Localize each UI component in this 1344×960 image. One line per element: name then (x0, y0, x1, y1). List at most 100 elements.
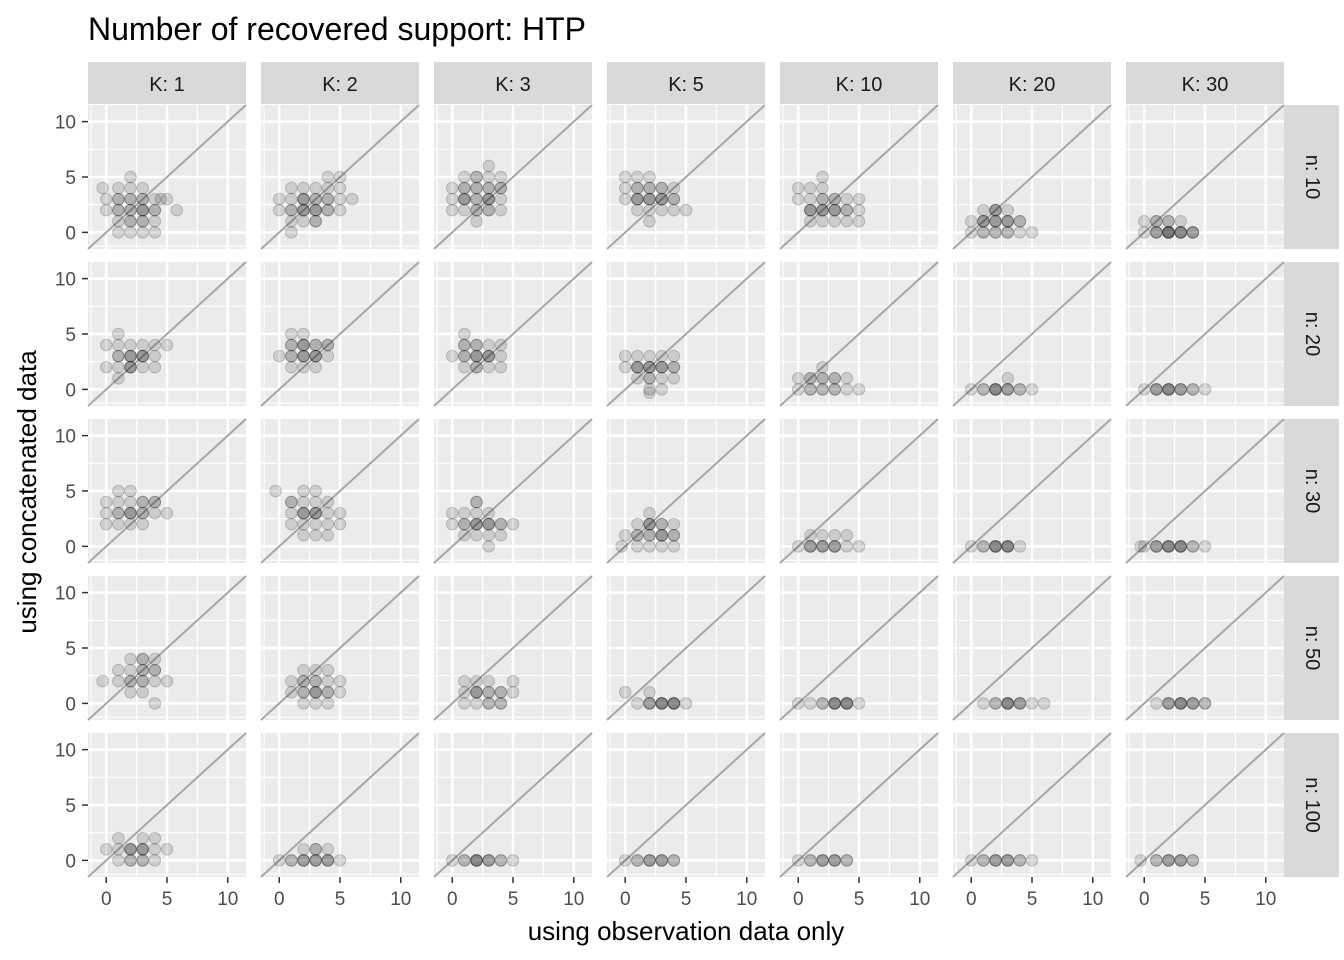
data-point (631, 181, 644, 195)
data-point (148, 495, 162, 509)
data-point (482, 360, 495, 374)
data-point (1174, 226, 1187, 239)
data-point (99, 843, 113, 856)
data-point (272, 854, 286, 867)
data-point (482, 170, 495, 184)
data-point (804, 854, 817, 867)
data-point (470, 360, 483, 374)
data-point (297, 686, 310, 699)
data-point (482, 181, 495, 195)
data-point (321, 495, 335, 509)
data-point (977, 383, 990, 396)
data-point (297, 843, 310, 856)
data-point (136, 663, 149, 677)
data-point (631, 192, 644, 206)
y-tick-label: 5 (65, 325, 76, 346)
data-point (1037, 697, 1051, 710)
data-point (285, 203, 298, 217)
data-point (643, 192, 656, 206)
panel-points (99, 484, 174, 531)
data-point (1134, 540, 1147, 553)
data-point (470, 529, 483, 542)
data-point (333, 181, 347, 195)
data-point (631, 697, 644, 710)
data-point (297, 203, 310, 217)
data-point (840, 540, 854, 553)
x-tick-label: 10 (390, 889, 411, 910)
data-point (828, 540, 841, 553)
data-point (655, 529, 668, 542)
data-point (482, 686, 495, 699)
data-point (494, 697, 508, 710)
data-point (333, 686, 347, 699)
data-point (804, 203, 817, 217)
data-point (816, 540, 829, 553)
data-point (482, 517, 495, 531)
data-point (136, 203, 149, 217)
data-point (977, 226, 990, 239)
data-point (1174, 697, 1187, 710)
data-point (852, 215, 866, 228)
data-point (655, 372, 668, 385)
data-point (1001, 697, 1014, 710)
data-point (124, 203, 137, 217)
data-point (804, 383, 817, 396)
data-point (470, 338, 483, 352)
data-point (482, 159, 495, 173)
data-point (297, 203, 310, 217)
data-point (297, 484, 310, 498)
data-point (482, 181, 495, 195)
data-point (124, 674, 137, 688)
data-point (112, 495, 125, 509)
data-point (1162, 540, 1175, 553)
data-point (816, 203, 829, 217)
panel-points (1137, 383, 1212, 396)
strip-label-row: n: 50 (1301, 626, 1323, 670)
data-point (667, 540, 681, 553)
data-point (1162, 226, 1175, 239)
data-point (458, 181, 471, 195)
strip-background (1126, 62, 1284, 104)
data-point (816, 540, 829, 553)
data-point (852, 192, 866, 206)
data-point (804, 203, 817, 217)
data-point (470, 697, 483, 710)
data-point (321, 203, 335, 217)
facet-panel (952, 418, 1112, 564)
data-point (285, 192, 298, 206)
data-point (136, 831, 149, 845)
data-point (309, 506, 322, 520)
data-point (989, 854, 1002, 867)
data-point (148, 854, 162, 867)
data-point (309, 338, 322, 352)
data-point (297, 517, 310, 531)
data-point (989, 697, 1002, 710)
data-point (482, 686, 495, 699)
data-point (618, 360, 632, 374)
reference-line (1125, 261, 1285, 407)
panel-points (964, 540, 1027, 553)
data-point (828, 203, 841, 217)
x-tick-label: 0 (274, 889, 285, 910)
data-point (470, 349, 483, 363)
data-point (458, 697, 471, 710)
data-point (1013, 383, 1027, 396)
data-point (136, 215, 149, 228)
strip-label-col: K: 3 (495, 74, 531, 96)
data-point (618, 854, 632, 867)
data-point (679, 203, 693, 217)
data-point (840, 697, 854, 710)
data-point (309, 674, 322, 688)
data-point (816, 383, 829, 396)
data-point (1137, 383, 1151, 396)
data-point (989, 540, 1002, 553)
data-point (112, 192, 125, 206)
strip-label-row: n: 30 (1301, 469, 1323, 513)
data-point (852, 540, 866, 553)
data-point (643, 181, 656, 195)
data-point (494, 203, 508, 217)
data-point (1162, 226, 1175, 239)
facet-panel (87, 418, 247, 564)
data-point (124, 203, 137, 217)
data-point (631, 192, 644, 206)
